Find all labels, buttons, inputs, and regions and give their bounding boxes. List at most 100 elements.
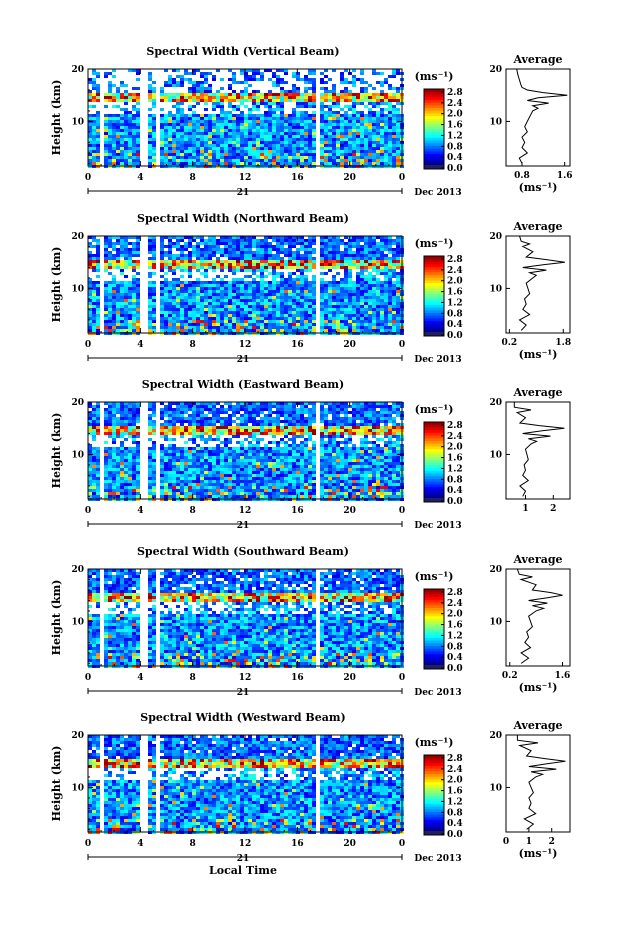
x-tick-label: 20 [343,340,356,350]
panel-title: Spectral Width (Southward Beam) [137,545,349,558]
colorbar-unit: (ms⁻¹) [415,570,454,583]
x-tick-label: 4 [137,340,143,350]
colorbar-tick-label: 2.0 [447,110,463,120]
profile-x-tick-label: 1 [526,837,532,847]
panel-1: Spectral Width (Vertical Beam)2010Height… [50,45,573,198]
x-tick-label: 0 [85,506,91,516]
profile-frame [506,569,570,666]
x-tick-label: 12 [239,173,252,183]
colorbar-tick-label: 1.6 [447,121,463,131]
x-tick-label: 16 [291,173,304,183]
profile-line [520,236,565,330]
colorbar-tick-label: 1.2 [447,464,463,474]
x-tick-label: 8 [190,673,196,683]
profile-x-label: (ms⁻¹) [519,681,558,694]
profile-frame [506,735,570,832]
x-tick-label: 8 [190,506,196,516]
x-tick-label: 4 [137,839,143,849]
profile-x-label: (ms⁻¹) [519,181,558,194]
colorbar-tick-label: 2.8 [447,255,463,265]
panel-4: Spectral Width (Southward Beam)2010Heigh… [50,545,570,698]
x-tick-label: 0 [85,673,91,683]
x-tick-label: 20 [343,506,356,516]
x-tick-label: 12 [239,506,252,516]
profile-y-tick-label: 20 [489,731,502,741]
colorbar-tick-label: 0.8 [447,808,463,818]
x-tick-label: 16 [291,839,304,849]
profile-y-tick-label: 10 [489,783,502,793]
date-day-label: 21 [237,188,250,198]
profile-line [514,402,564,496]
colorbar-tick-label: 2.4 [447,765,463,775]
y-axis-label: Height (km) [50,247,63,323]
date-label: Dec 2013 [414,355,461,365]
colorbar-tick-label: 0.0 [447,830,463,840]
colorbar-unit: (ms⁻¹) [415,237,454,250]
profile-x-tick-label: 1.6 [555,671,571,681]
y-axis-label: Height (km) [50,80,63,156]
profile-y-tick-label: 20 [489,398,502,408]
date-label: Dec 2013 [414,854,461,864]
x-tick-label: 4 [137,173,143,183]
x-tick-label: 16 [291,506,304,516]
colorbar-tick-label: 0.0 [447,164,463,174]
y-tick-label: 20 [71,731,84,741]
profile-y-tick-label: 10 [489,450,502,460]
panel-title: Spectral Width (Vertical Beam) [146,45,339,58]
x-tick-label: 16 [291,340,304,350]
colorbar-tick-label: 1.2 [447,797,463,807]
x-tick-label: 20 [343,839,356,849]
y-axis-label: Height (km) [50,746,63,822]
colorbar-tick-label: 0.0 [447,331,463,341]
profile-y-tick-label: 10 [489,284,502,294]
profile-x-tick-label: 0 [503,837,509,847]
y-tick-label: 10 [71,783,84,793]
x-tick-label: 20 [343,673,356,683]
y-tick-label: 20 [71,232,84,242]
x-tick-label: 0 [399,839,405,849]
colorbar-tick-label: 2.8 [447,88,463,98]
colorbar: 2.82.42.01.61.20.80.40.0 [424,421,463,507]
heatmap-cells [88,402,404,501]
panel-2: Spectral Width (Northward Beam)2010Heigh… [50,212,571,365]
colorbar-tick-label: 0.0 [447,497,463,507]
x-tick-label: 0 [399,340,405,350]
profile-x-tick-label: 0.2 [502,671,518,681]
heatmap-cells [88,569,404,668]
profile-y-tick-label: 10 [489,117,502,127]
profile-y-tick-label: 20 [489,232,502,242]
x-tick-label: 16 [291,673,304,683]
x-tick-label: 8 [190,839,196,849]
profile-x-tick-label: 1 [522,504,528,514]
colorbar-tick-label: 1.6 [447,288,463,298]
colorbar: 2.82.42.01.61.20.80.40.0 [424,255,463,341]
profile-title: Average [512,53,562,66]
profile-frame [506,69,570,166]
colorbar-tick-label: 0.8 [447,142,463,152]
colorbar-unit: (ms⁻¹) [415,70,454,83]
profile-line [517,69,568,163]
x-axis-label: Local Time [209,864,277,877]
y-axis-label: Height (km) [50,413,63,489]
profile-y-tick-label: 10 [489,617,502,627]
x-tick-label: 8 [190,173,196,183]
profile-frame [506,236,570,333]
x-tick-label: 12 [239,839,252,849]
profile-x-tick-label: 2 [550,504,556,514]
colorbar-tick-label: 1.6 [447,787,463,797]
panel-title: Spectral Width (Westward Beam) [140,711,345,724]
y-tick-label: 20 [71,565,84,575]
x-tick-label: 0 [85,340,91,350]
colorbar-tick-label: 0.4 [447,153,463,163]
date-day-label: 21 [237,521,250,531]
profile-x-label: (ms⁻¹) [519,348,558,361]
date-day-label: 21 [237,355,250,365]
x-tick-label: 12 [239,673,252,683]
colorbar-unit: (ms⁻¹) [415,403,454,416]
profile-line [517,735,565,829]
x-tick-label: 0 [85,173,91,183]
